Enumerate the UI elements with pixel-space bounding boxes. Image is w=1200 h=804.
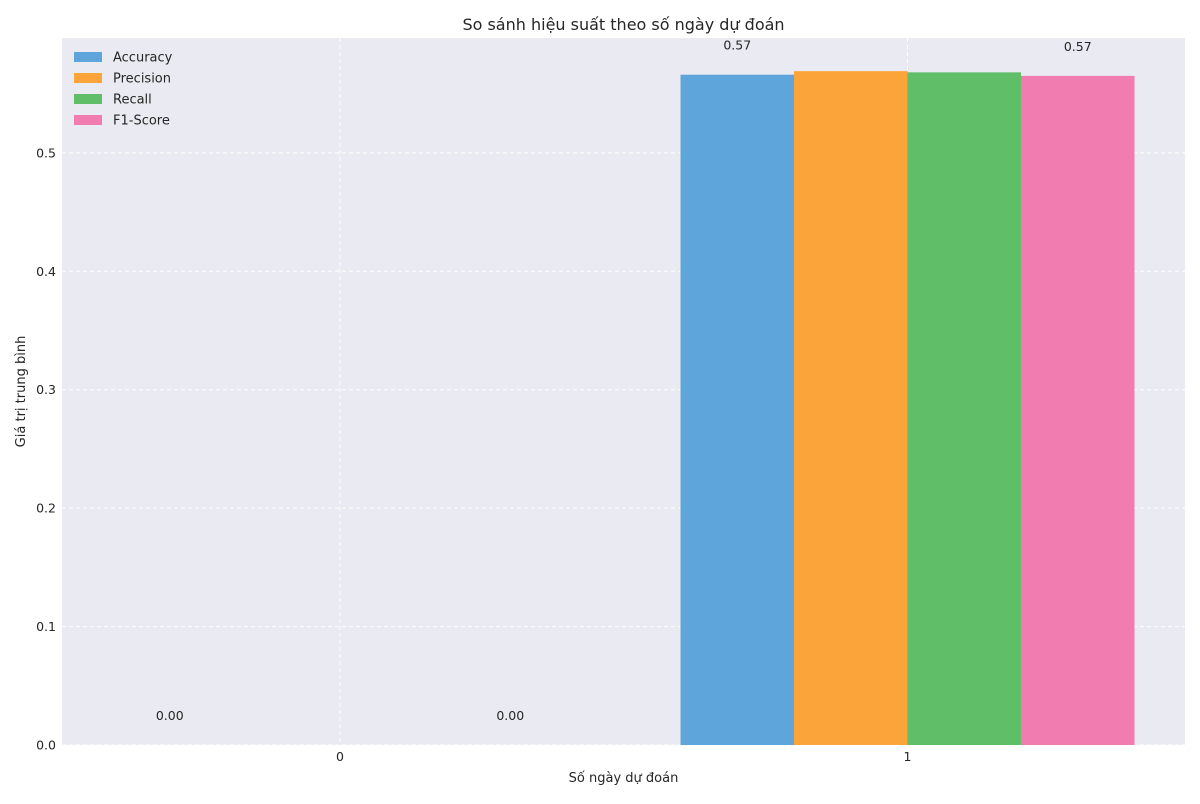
legend-label: F1-Score bbox=[113, 114, 170, 129]
legend-label: Accuracy bbox=[113, 51, 173, 66]
data-label: 0.57 bbox=[723, 38, 751, 53]
data-label: 0.57 bbox=[1064, 39, 1092, 54]
data-labels: 0.00 0.00 0.57 0.57 bbox=[156, 38, 1092, 723]
bar-accuracy-1 bbox=[680, 74, 794, 745]
data-label: 0.00 bbox=[496, 708, 524, 723]
bar-f1-score-1 bbox=[1021, 75, 1135, 746]
legend: Accuracy Precision Recall F1-Score bbox=[74, 51, 173, 129]
chart-title: So sánh hiệu suất theo số ngày dự đoán bbox=[462, 15, 784, 34]
bar-precision-1 bbox=[794, 71, 908, 746]
x-tick-label: 0 bbox=[336, 749, 344, 764]
y-tick-label: 0.5 bbox=[36, 145, 56, 160]
y-tick-label: 0.2 bbox=[36, 501, 56, 516]
x-tick-label: 1 bbox=[904, 749, 912, 764]
y-tick-label: 0.4 bbox=[36, 264, 56, 279]
y-tick-label: 0.3 bbox=[36, 382, 56, 397]
legend-swatch bbox=[74, 73, 102, 83]
legend-label: Recall bbox=[113, 93, 152, 108]
y-axis-label: Giá trị trung bình bbox=[14, 336, 29, 448]
bar-recall-1 bbox=[907, 72, 1021, 745]
legend-swatch bbox=[74, 52, 102, 62]
legend-label: Precision bbox=[113, 72, 171, 87]
y-tick-label: 0.0 bbox=[36, 738, 56, 753]
legend-swatch bbox=[74, 94, 102, 104]
bars bbox=[680, 71, 1135, 746]
x-axis-label: Số ngày dự đoán bbox=[569, 771, 679, 786]
y-tick-label: 0.1 bbox=[36, 619, 56, 634]
data-label: 0.00 bbox=[156, 708, 184, 723]
y-axis-ticks: 0.0 0.1 0.2 0.3 0.4 0.5 bbox=[36, 145, 56, 752]
legend-swatch bbox=[74, 115, 102, 125]
